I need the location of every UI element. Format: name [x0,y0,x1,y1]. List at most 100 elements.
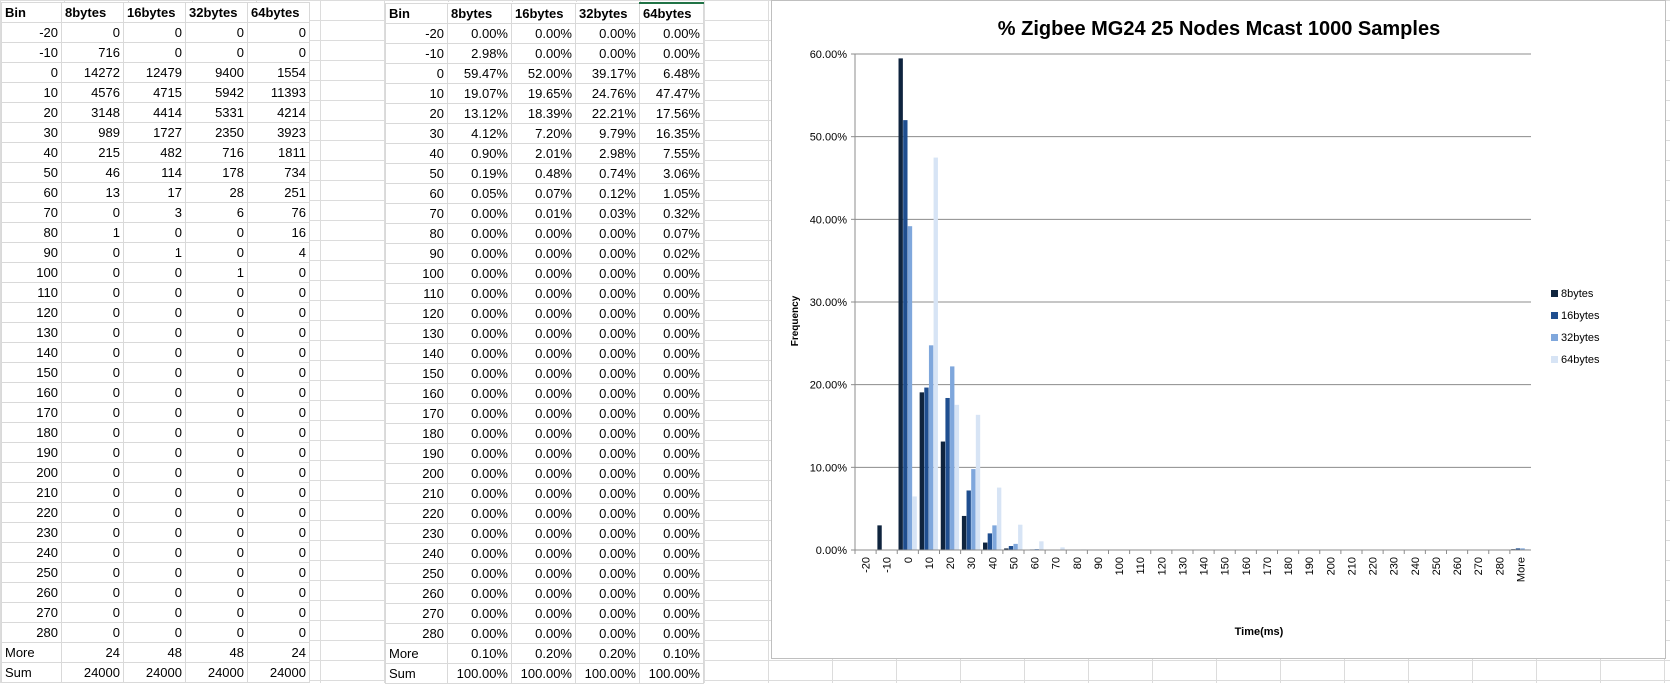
bin-cell[interactable]: 70 [2,203,62,223]
bin-cell[interactable]: -20 [386,23,448,43]
value-cell[interactable]: 0 [248,543,310,563]
value-cell[interactable]: 0.00% [512,503,576,523]
value-cell[interactable]: 0 [248,503,310,523]
value-cell[interactable]: 0 [62,203,124,223]
value-cell[interactable]: 19.07% [448,83,512,103]
value-cell[interactable]: 0 [62,423,124,443]
value-cell[interactable]: 0 [62,523,124,543]
value-cell[interactable]: 24000 [186,663,248,683]
bin-cell[interactable]: 30 [386,123,448,143]
value-cell[interactable]: 0 [62,303,124,323]
value-cell[interactable]: 0 [124,483,186,503]
value-cell[interactable]: 0.32% [640,203,704,223]
column-header[interactable]: 32bytes [186,3,248,23]
value-cell[interactable]: 0 [124,523,186,543]
value-cell[interactable]: 0.00% [448,283,512,303]
value-cell[interactable]: 178 [186,163,248,183]
value-cell[interactable]: 0.19% [448,163,512,183]
bin-cell[interactable]: 200 [2,463,62,483]
value-cell[interactable]: 0.00% [576,423,640,443]
bin-cell[interactable]: 230 [386,523,448,543]
value-cell[interactable]: 0 [62,503,124,523]
value-cell[interactable]: 0.00% [512,383,576,403]
column-header[interactable]: 16bytes [512,3,576,23]
value-cell[interactable]: 0 [62,603,124,623]
bin-cell[interactable]: 130 [386,323,448,343]
value-cell[interactable]: 0 [186,583,248,603]
column-header[interactable]: 16bytes [124,3,186,23]
value-cell[interactable]: 0.00% [576,623,640,643]
value-cell[interactable]: 0.00% [640,303,704,323]
value-cell[interactable]: 0 [62,23,124,43]
value-cell[interactable]: 0.10% [448,643,512,663]
value-cell[interactable]: 0 [124,263,186,283]
value-cell[interactable]: 0.00% [576,23,640,43]
value-cell[interactable]: 3923 [248,123,310,143]
bin-cell[interactable]: 120 [386,303,448,323]
value-cell[interactable]: 0 [62,443,124,463]
value-cell[interactable]: 0.10% [640,643,704,663]
value-cell[interactable]: 0.00% [640,343,704,363]
value-cell[interactable]: 0.00% [576,263,640,283]
value-cell[interactable]: 0.00% [512,243,576,263]
value-cell[interactable]: 0.00% [448,223,512,243]
value-cell[interactable]: 0.00% [640,43,704,63]
value-cell[interactable]: 0.00% [512,483,576,503]
value-cell[interactable]: 3 [124,203,186,223]
value-cell[interactable]: 0.00% [640,443,704,463]
value-cell[interactable]: 0.00% [640,623,704,643]
value-cell[interactable]: 1 [124,243,186,263]
value-cell[interactable]: 0 [62,563,124,583]
value-cell[interactable]: 0.00% [576,603,640,623]
value-cell[interactable]: 0 [62,543,124,563]
value-cell[interactable]: 0.02% [640,243,704,263]
bin-cell[interactable]: 20 [2,103,62,123]
value-cell[interactable]: 0 [186,463,248,483]
value-cell[interactable]: 0.00% [512,223,576,243]
bin-cell[interactable]: 150 [386,363,448,383]
value-cell[interactable]: 0.00% [512,563,576,583]
value-cell[interactable]: 0 [186,383,248,403]
value-cell[interactable]: 716 [186,143,248,163]
value-cell[interactable]: 0 [186,23,248,43]
value-cell[interactable]: 0.00% [512,403,576,423]
column-header[interactable]: 8bytes [448,3,512,23]
value-cell[interactable]: 46 [62,163,124,183]
value-cell[interactable]: 0.00% [512,343,576,363]
value-cell[interactable]: 215 [62,143,124,163]
value-cell[interactable]: 22.21% [576,103,640,123]
value-cell[interactable]: 13.12% [448,103,512,123]
value-cell[interactable]: 0.00% [448,523,512,543]
value-cell[interactable]: 0 [124,443,186,463]
value-cell[interactable]: 17.56% [640,103,704,123]
value-cell[interactable]: 0.07% [512,183,576,203]
value-cell[interactable]: 0 [248,303,310,323]
value-cell[interactable]: 0.00% [512,543,576,563]
column-header[interactable]: 64bytes [640,3,704,23]
column-header[interactable]: 64bytes [248,3,310,23]
value-cell[interactable]: 0 [124,43,186,63]
value-cell[interactable]: 0.00% [512,303,576,323]
value-cell[interactable]: 0 [62,243,124,263]
value-cell[interactable]: 0 [62,483,124,503]
value-cell[interactable]: 0 [186,343,248,363]
value-cell[interactable]: 0 [124,23,186,43]
bin-cell[interactable]: 240 [386,543,448,563]
bin-cell[interactable]: 220 [386,503,448,523]
value-cell[interactable]: 1 [62,223,124,243]
value-cell[interactable]: 0 [186,403,248,423]
value-cell[interactable]: 0.00% [640,23,704,43]
value-cell[interactable]: 3148 [62,103,124,123]
value-cell[interactable]: 0 [62,403,124,423]
bin-cell[interactable]: 140 [2,343,62,363]
value-cell[interactable]: 0 [62,463,124,483]
value-cell[interactable]: 0 [186,483,248,503]
value-cell[interactable]: 0 [186,223,248,243]
value-cell[interactable]: 0 [124,403,186,423]
value-cell[interactable]: 0.00% [448,443,512,463]
value-cell[interactable]: 0.00% [512,363,576,383]
column-header[interactable]: 8bytes [62,3,124,23]
value-cell[interactable]: 0.00% [448,623,512,643]
value-cell[interactable]: 0.00% [576,383,640,403]
bin-cell[interactable]: 100 [2,263,62,283]
